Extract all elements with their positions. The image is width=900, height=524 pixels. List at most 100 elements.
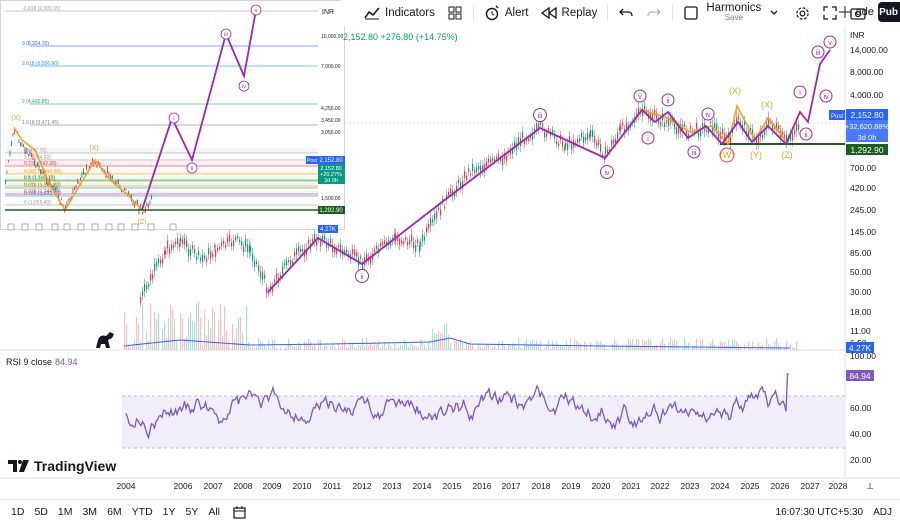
time-axis-tick: 2023 <box>681 481 700 491</box>
rsi-axis[interactable]: 100.00 60.00 40.00 20.00 <box>850 351 876 465</box>
range-button-1d[interactable]: 1D <box>11 506 25 518</box>
undo-button[interactable] <box>612 1 640 25</box>
layouts-button[interactable] <box>441 1 469 25</box>
inset-chart[interactable]: 1.618 (3,471.45) 2 (4,400.85) 2.618 (6,556… <box>0 0 345 233</box>
range-button-1y[interactable]: 1Y <box>162 506 176 518</box>
wave-label-circle <box>811 45 825 59</box>
trade-cross-icon <box>837 4 853 20</box>
range-button-1m[interactable]: 1M <box>57 506 73 518</box>
inset-axis-tick: 7,000.00 <box>321 64 341 70</box>
wave-label-circle <box>793 85 807 99</box>
last-price-tag <box>846 109 888 120</box>
inset-wave-label: ii <box>191 166 193 172</box>
wxy-label: (X) <box>729 86 741 96</box>
event-marker[interactable] <box>35 223 43 231</box>
price-axis-tick: 145.00 <box>850 227 876 237</box>
fib-level-label: 1.618 (3,471.45) <box>22 120 59 126</box>
event-marker[interactable] <box>63 223 71 231</box>
inset-wxy-label: (X) <box>11 115 20 122</box>
tradingview-logo-icon <box>8 460 29 472</box>
post-marker: Post <box>831 114 843 120</box>
tradingview-logo[interactable]: TradingView <box>8 458 116 474</box>
inset-wave-label: v <box>255 8 258 14</box>
calendar-icon[interactable] <box>231 504 247 520</box>
inset-axis-tick: 4,250.00 <box>321 106 341 112</box>
event-marker[interactable] <box>77 223 85 231</box>
indicators-label: Indicators <box>385 7 435 19</box>
event-marker[interactable] <box>147 223 155 231</box>
wave-label: iii <box>538 113 543 120</box>
layout-name: Harmonics <box>706 2 762 14</box>
range-button-3m[interactable]: 3M <box>82 506 98 518</box>
event-marker[interactable] <box>51 223 59 231</box>
replay-button[interactable]: Replay <box>535 1 604 25</box>
wave-label-circle <box>661 93 675 107</box>
event-marker[interactable] <box>21 223 29 231</box>
range-button-5d[interactable]: 5D <box>34 506 48 518</box>
wave-label: iv <box>705 112 711 119</box>
fib-level-label: 3 (8,324.70) <box>22 41 49 47</box>
publish-button[interactable]: Pub <box>878 2 900 22</box>
gear-icon <box>794 5 810 21</box>
event-marker[interactable] <box>131 223 139 231</box>
rsi-axis-tick: 100.00 <box>850 351 876 361</box>
wave-label: iii <box>692 150 697 157</box>
event-marker[interactable] <box>169 223 177 231</box>
wave-label: ii <box>666 98 670 105</box>
elliott-wave-path[interactable] <box>267 49 831 293</box>
redo-button[interactable] <box>640 1 668 25</box>
time-axis[interactable]: 2004 2006 2007 2008 2009 2010 2011 2012 2013 2014… <box>117 481 873 491</box>
trade-label: ade <box>855 6 874 18</box>
event-marker[interactable] <box>117 223 125 231</box>
main-price-axis[interactable]: 14,000.00 8,000.00 4,000.00 700.00 420.00 245… <box>850 30 888 348</box>
time-axis-tick: 2018 <box>532 481 551 491</box>
chevron-down-icon <box>766 5 782 21</box>
fib-level-label: 2 (4,400.85) <box>22 99 49 105</box>
range-button-6m[interactable]: 6M <box>107 506 122 518</box>
inset-axis-tick: 3,450.00 <box>321 118 341 124</box>
redo-icon <box>646 5 662 21</box>
axis-settings-icon[interactable]: ⟂ <box>867 481 873 491</box>
inset-axis-tick: 1,500.00 <box>321 196 341 202</box>
price-axis-tick: 50.00 <box>850 267 872 277</box>
wxy-label: (W) <box>720 150 735 160</box>
time-axis-tick: 2009 <box>263 481 282 491</box>
range-button-5y[interactable]: 5Y <box>185 506 199 518</box>
rsi-legend[interactable]: RSI 9 close 84.94 <box>6 357 78 367</box>
alert-button[interactable]: Alert <box>478 1 535 25</box>
event-marker[interactable] <box>105 223 113 231</box>
layout-save-status: Save <box>724 13 743 22</box>
wxy-label: (X) <box>761 100 773 110</box>
price-axis-tick: 14,000.00 <box>850 45 888 55</box>
range-buttons: 1D 5D 1M 3M 6M YTD 1Y 5Y All <box>6 506 225 518</box>
wxy-label: (Y) <box>750 150 762 160</box>
snapshot-button[interactable] <box>844 1 872 25</box>
trade-button[interactable]: ade <box>826 2 874 22</box>
fib-level-label: 0.382 (1,004.00) <box>24 169 61 175</box>
event-marker[interactable] <box>7 223 15 231</box>
bottom-toolbar: 1D 5D 1M 3M 6M YTD 1Y 5Y All 16:07:30 UTC+5:30 A… <box>0 499 900 524</box>
fib-level-label: 0.5 (1,190.10) <box>24 176 55 182</box>
range-button-ytd[interactable]: YTD <box>131 506 153 518</box>
price-axis-tick: 8,000.00 <box>850 67 883 77</box>
settings-button[interactable] <box>788 1 816 25</box>
inset-axis-tick: 3,050.00 <box>321 130 341 136</box>
time-axis-tick: 2022 <box>651 481 670 491</box>
support-tag <box>846 144 888 155</box>
range-button-all[interactable]: All <box>208 506 221 518</box>
clock-time[interactable]: 16:07:30 UTC+5:30 <box>775 507 864 518</box>
wave-label: v <box>828 40 832 47</box>
indicators-button[interactable]: Indicators <box>358 1 441 25</box>
dinosaur-icon[interactable] <box>96 332 114 348</box>
fullscreen-button[interactable] <box>816 1 844 25</box>
rsi-axis-tick: 60.00 <box>850 403 872 413</box>
layout-menu[interactable]: Harmonics Save <box>677 1 788 25</box>
adj-toggle[interactable]: ADJ <box>873 507 892 518</box>
layout-square-icon <box>683 5 699 21</box>
event-marker[interactable] <box>91 223 99 231</box>
wave-label-circle <box>687 145 701 159</box>
time-axis-tick: 2013 <box>383 481 402 491</box>
time-axis-tick: 2016 <box>473 481 492 491</box>
